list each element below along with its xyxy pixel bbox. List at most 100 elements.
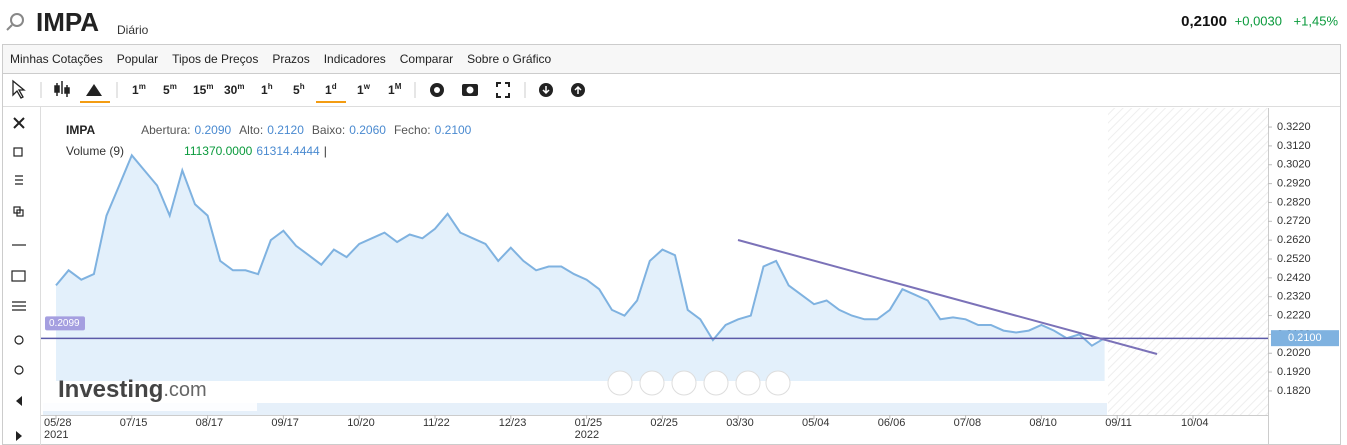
timeframe-unit: m	[206, 82, 213, 91]
legend-value: 0.2120	[267, 123, 304, 137]
y-tick-label: 0.2520	[1277, 253, 1311, 265]
fullscreen-icon[interactable]	[496, 82, 510, 98]
area-fill	[56, 155, 1105, 381]
volume-separator: |	[324, 144, 327, 158]
legend-row: IMPA Abertura: 0.2090 Alto: 0.2120 Baixo: 0.20…	[66, 123, 472, 137]
timeframe-unit: h	[268, 82, 273, 91]
timeframe-unit: m	[237, 82, 244, 91]
upload-icon[interactable]	[571, 83, 585, 97]
menu-item[interactable]: Indicadores	[324, 52, 386, 66]
download-icon[interactable]	[539, 83, 553, 97]
x-tick-label: 05/04	[802, 417, 830, 429]
last-price-badge	[1271, 330, 1339, 347]
y-tick-label: 0.2320	[1277, 291, 1311, 303]
x-tick-label: 01/25	[575, 417, 603, 429]
x-tick-label: 02/25	[650, 417, 678, 429]
legend-label: Alto:	[239, 123, 263, 137]
volume-value: 111370.0000	[184, 144, 253, 158]
menu-item[interactable]: Sobre o Gráfico	[467, 52, 551, 66]
x-year-label: 2021	[44, 429, 68, 441]
nav-buttons[interactable]	[607, 370, 791, 396]
camera-icon[interactable]	[462, 84, 478, 96]
y-tick-label: 0.2020	[1277, 347, 1311, 359]
timeframe[interactable]: 1h	[261, 82, 273, 97]
x-tick-label: 07/08	[954, 417, 982, 429]
area-tool[interactable]	[86, 84, 102, 96]
legend-symbol: IMPA	[66, 123, 95, 137]
legend-label: Baixo:	[312, 123, 345, 137]
menu-item[interactable]: Prazos	[272, 52, 309, 66]
left-tools[interactable]	[11, 117, 26, 441]
timeframe[interactable]: 5h	[293, 82, 305, 97]
hline-label: 0.2099	[49, 318, 80, 329]
y-tick-label: 0.2420	[1277, 272, 1311, 284]
legend-value: 0.2100	[435, 123, 472, 137]
y-tick-label: 0.1920	[1277, 366, 1311, 378]
x-tick-label: 09/11	[1105, 417, 1132, 429]
x-year-label: 2022	[575, 429, 599, 441]
timeframe-unit: m	[139, 82, 146, 91]
y-tick-label: 0.3220	[1277, 121, 1311, 133]
period: Diário	[117, 23, 149, 37]
x-tick-label: 06/06	[878, 417, 906, 429]
last-price-label: 0.2100	[1288, 332, 1322, 344]
x-tick-label: 05/28	[44, 417, 72, 429]
timeframe-number: 5	[163, 83, 170, 97]
x-tick-label: 03/30	[726, 417, 754, 429]
x-tick-label: 10/04	[1181, 417, 1209, 429]
future-area	[1108, 108, 1268, 415]
menu-item[interactable]: Comparar	[400, 52, 453, 66]
toolbar-separators	[40, 82, 526, 98]
price: 0,2100	[1181, 13, 1227, 30]
cursor-tool[interactable]	[12, 79, 26, 99]
menu-item[interactable]: Minhas Cotações	[10, 52, 103, 66]
timeframe-number: 5	[293, 83, 300, 97]
x-tick-label: 10/20	[347, 417, 375, 429]
volume-strip	[43, 403, 1107, 415]
y-tick-label: 0.2620	[1277, 234, 1311, 246]
timeframe-unit: d	[332, 82, 337, 91]
timeframe-number: 1	[357, 83, 364, 97]
timeframe[interactable]: 1M	[388, 82, 402, 97]
timeframe-number: 15	[193, 83, 207, 97]
trendline-drawing[interactable]	[737, 239, 1158, 355]
menu-bar	[3, 45, 1340, 73]
timeframe[interactable]: 1w	[357, 82, 371, 97]
legend-label: Abertura:	[141, 123, 190, 137]
legend-value: 0.2060	[349, 123, 386, 137]
menu-item[interactable]: Tipos de Preços	[172, 52, 258, 66]
x-tick-label: 08/10	[1029, 417, 1057, 429]
candles-tool[interactable]	[54, 81, 70, 97]
symbol: IMPA	[36, 7, 99, 37]
timeframe[interactable]: 1m	[132, 82, 146, 97]
y-tick-label: 0.2720	[1277, 215, 1311, 227]
y-tick-label: 0.2820	[1277, 196, 1311, 208]
x-tick-label: 08/17	[196, 417, 224, 429]
y-tick-label: 0.2920	[1277, 178, 1311, 190]
timeframe-unit: h	[300, 82, 305, 91]
y-tick-label: 0.2220	[1277, 309, 1311, 321]
legend-value: 0.2090	[194, 123, 231, 137]
change-pct: +1,45%	[1294, 13, 1339, 28]
hline-badge	[45, 316, 85, 331]
volume-row: Volume (9) 111370.0000 61314.4444 |	[66, 144, 327, 158]
x-tick-label: 12/23	[499, 417, 527, 429]
search-icon-handle	[6, 24, 13, 31]
timeframe-unit: M	[395, 82, 402, 91]
x-tick-label: 07/15	[120, 417, 148, 429]
timeframe[interactable]: 1d	[325, 82, 337, 97]
timeframe-number: 1	[132, 83, 139, 97]
price-line	[55, 153, 1106, 347]
menu-item[interactable]: Popular	[117, 52, 158, 66]
timeframe[interactable]: 5m	[163, 82, 177, 97]
timeframe-unit: w	[363, 82, 371, 91]
timeframe[interactable]: 30m	[224, 82, 244, 97]
timeframe-unit: m	[170, 82, 177, 91]
volume-value: 61314.4444	[256, 144, 320, 158]
change: +0,0030	[1235, 13, 1282, 28]
search-icon[interactable]	[10, 13, 24, 27]
settings-icon[interactable]	[430, 83, 444, 97]
timeframe[interactable]: 15m	[193, 82, 213, 97]
